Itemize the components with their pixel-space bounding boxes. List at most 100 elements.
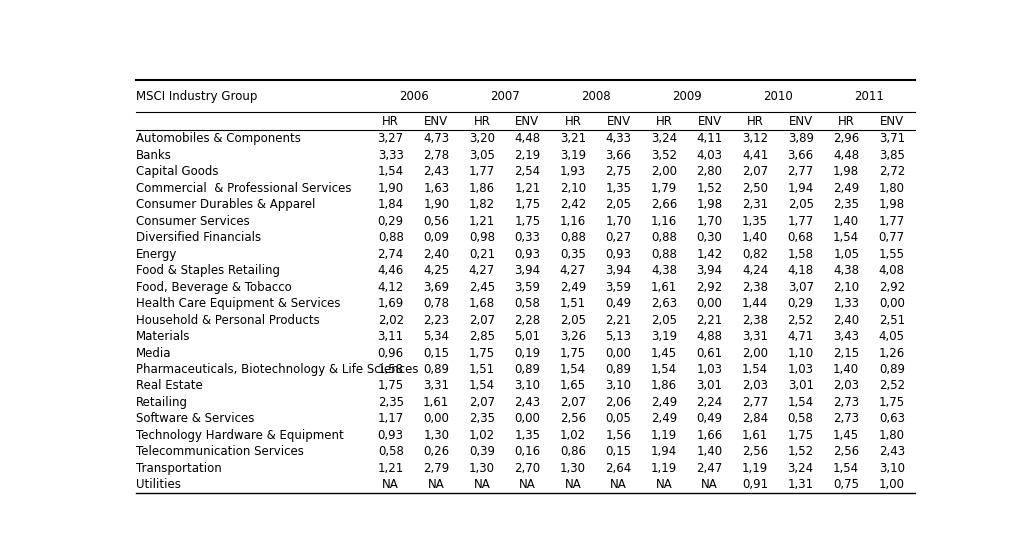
Text: Banks: Banks — [136, 149, 172, 162]
Text: 2,43: 2,43 — [878, 446, 905, 458]
Text: 0,29: 0,29 — [787, 297, 814, 310]
Text: Food & Staples Retailing: Food & Staples Retailing — [136, 264, 280, 277]
Text: 3,24: 3,24 — [651, 132, 678, 145]
Text: 2,05: 2,05 — [787, 198, 814, 211]
Text: 2008: 2008 — [581, 89, 611, 103]
Text: 0,15: 0,15 — [423, 347, 449, 359]
Text: 0,56: 0,56 — [423, 215, 449, 228]
Text: 2011: 2011 — [854, 89, 884, 103]
Text: 0,75: 0,75 — [833, 479, 859, 491]
Text: 1,00: 1,00 — [878, 479, 905, 491]
Text: 2006: 2006 — [399, 89, 428, 103]
Text: 0,39: 0,39 — [468, 446, 495, 458]
Text: 1,70: 1,70 — [697, 215, 723, 228]
Text: 1,98: 1,98 — [878, 198, 905, 211]
Text: 3,01: 3,01 — [697, 380, 723, 392]
Text: Software & Services: Software & Services — [136, 413, 254, 425]
Text: 2,00: 2,00 — [742, 347, 768, 359]
Text: 3,71: 3,71 — [878, 132, 905, 145]
Text: 3,05: 3,05 — [468, 149, 495, 162]
Text: 2,47: 2,47 — [696, 462, 723, 475]
Text: 3,12: 3,12 — [742, 132, 768, 145]
Text: 1,55: 1,55 — [878, 248, 905, 260]
Text: 1,98: 1,98 — [697, 198, 723, 211]
Text: 0,26: 0,26 — [423, 446, 449, 458]
Text: 3,94: 3,94 — [697, 264, 723, 277]
Text: 1,40: 1,40 — [742, 231, 768, 244]
Text: 2,49: 2,49 — [651, 413, 678, 425]
Text: 2,05: 2,05 — [651, 314, 678, 326]
Text: 2,38: 2,38 — [742, 314, 768, 326]
Text: 1,30: 1,30 — [423, 429, 449, 442]
Text: 2,49: 2,49 — [651, 396, 678, 409]
Text: 3,10: 3,10 — [515, 380, 540, 392]
Text: 2,07: 2,07 — [468, 314, 495, 326]
Text: 4,11: 4,11 — [696, 132, 723, 145]
Text: 0,00: 0,00 — [878, 297, 905, 310]
Text: 0,68: 0,68 — [787, 231, 814, 244]
Text: 1,94: 1,94 — [651, 446, 678, 458]
Text: 2,35: 2,35 — [468, 413, 495, 425]
Text: 2,54: 2,54 — [515, 165, 540, 178]
Text: 2,56: 2,56 — [742, 446, 768, 458]
Text: 2,84: 2,84 — [742, 413, 768, 425]
Text: 1,54: 1,54 — [377, 165, 404, 178]
Text: 1,75: 1,75 — [377, 380, 404, 392]
Text: 2,40: 2,40 — [423, 248, 449, 260]
Text: 5,13: 5,13 — [606, 330, 631, 343]
Text: 2,73: 2,73 — [833, 413, 859, 425]
Text: 1,16: 1,16 — [560, 215, 586, 228]
Text: 2,00: 2,00 — [651, 165, 678, 178]
Text: 0,35: 0,35 — [560, 248, 586, 260]
Text: 1,45: 1,45 — [651, 347, 678, 359]
Text: 1,84: 1,84 — [377, 198, 404, 211]
Text: HR: HR — [474, 115, 490, 128]
Text: Pharmaceuticals, Biotechnology & Life Sciences: Pharmaceuticals, Biotechnology & Life Sc… — [136, 363, 418, 376]
Text: 2,28: 2,28 — [515, 314, 540, 326]
Text: Household & Personal Products: Household & Personal Products — [136, 314, 320, 326]
Text: 0,09: 0,09 — [423, 231, 449, 244]
Text: 1,54: 1,54 — [833, 231, 859, 244]
Text: 2,43: 2,43 — [423, 165, 449, 178]
Text: 4,38: 4,38 — [833, 264, 859, 277]
Text: 1,35: 1,35 — [515, 429, 540, 442]
Text: 0,05: 0,05 — [606, 413, 631, 425]
Text: 2,92: 2,92 — [878, 281, 905, 293]
Text: 1,54: 1,54 — [787, 396, 814, 409]
Text: Utilities: Utilities — [136, 479, 181, 491]
Text: 1,94: 1,94 — [787, 182, 814, 195]
Text: 2,15: 2,15 — [833, 347, 859, 359]
Text: NA: NA — [519, 479, 536, 491]
Text: 2,79: 2,79 — [423, 462, 449, 475]
Text: 1,40: 1,40 — [697, 446, 723, 458]
Text: 1,26: 1,26 — [878, 347, 905, 359]
Text: 4,05: 4,05 — [878, 330, 905, 343]
Text: 1,56: 1,56 — [606, 429, 631, 442]
Text: 2,40: 2,40 — [833, 314, 859, 326]
Text: 2,77: 2,77 — [787, 165, 814, 178]
Text: NA: NA — [701, 479, 717, 491]
Text: 3,94: 3,94 — [515, 264, 540, 277]
Text: 1,51: 1,51 — [468, 363, 495, 376]
Text: 0,27: 0,27 — [606, 231, 631, 244]
Text: 1,61: 1,61 — [651, 281, 678, 293]
Text: 1,58: 1,58 — [787, 248, 814, 260]
Text: 0,93: 0,93 — [515, 248, 540, 260]
Text: 2,78: 2,78 — [423, 149, 449, 162]
Text: 4,38: 4,38 — [651, 264, 678, 277]
Text: HR: HR — [837, 115, 855, 128]
Text: 4,46: 4,46 — [377, 264, 404, 277]
Text: 2009: 2009 — [672, 89, 702, 103]
Text: 1,75: 1,75 — [878, 396, 905, 409]
Text: 0,78: 0,78 — [423, 297, 449, 310]
Text: 3,43: 3,43 — [833, 330, 859, 343]
Text: 1,33: 1,33 — [833, 297, 859, 310]
Text: NA: NA — [427, 479, 445, 491]
Text: Capital Goods: Capital Goods — [136, 165, 218, 178]
Text: 1,80: 1,80 — [878, 429, 905, 442]
Text: 2,92: 2,92 — [696, 281, 723, 293]
Text: 1,54: 1,54 — [468, 380, 495, 392]
Text: 0,89: 0,89 — [606, 363, 631, 376]
Text: 0,91: 0,91 — [742, 479, 768, 491]
Text: 1,35: 1,35 — [606, 182, 631, 195]
